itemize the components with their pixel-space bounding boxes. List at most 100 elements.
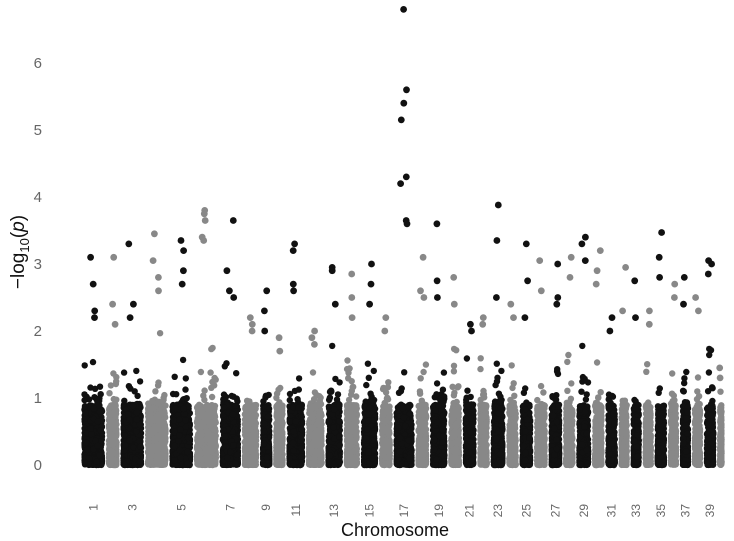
data-point — [208, 432, 216, 439]
data-point — [162, 402, 169, 409]
data-point — [200, 392, 207, 399]
data-point — [84, 446, 91, 453]
data-point — [113, 450, 120, 457]
chromosome-3-points — [120, 240, 145, 469]
peak-point — [125, 240, 133, 248]
data-point — [210, 458, 217, 465]
data-point — [203, 403, 210, 410]
data-point — [97, 427, 105, 434]
chromosome-7-points — [219, 217, 241, 469]
data-point — [147, 443, 155, 450]
data-point — [91, 385, 99, 392]
peak-point — [200, 210, 208, 218]
data-point — [171, 373, 178, 380]
data-point — [160, 426, 168, 433]
data-point — [184, 460, 191, 468]
chromosome-5-points — [169, 237, 194, 469]
data-point — [180, 405, 187, 413]
data-point — [94, 418, 101, 425]
data-point — [208, 393, 216, 401]
chromosome-6-points — [193, 207, 219, 469]
y-tick-label: 3 — [34, 256, 42, 273]
data-point — [120, 369, 128, 376]
data-point — [126, 437, 133, 444]
data-point — [194, 418, 202, 425]
data-point — [199, 461, 206, 469]
data-point — [129, 402, 137, 410]
peak-point — [155, 274, 162, 281]
data-point — [125, 411, 132, 418]
data-point — [195, 402, 203, 409]
y-tick-label: 4 — [34, 189, 42, 206]
data-point — [182, 386, 189, 393]
y-axis-label: −log10(p) — [8, 215, 32, 289]
data-point — [152, 388, 159, 395]
data-point — [156, 330, 164, 337]
peak-point — [180, 267, 187, 275]
data-point — [206, 420, 213, 427]
data-point — [202, 436, 210, 443]
y-tick-label: 6 — [34, 55, 42, 72]
data-point — [179, 356, 187, 364]
data-point — [155, 420, 163, 428]
data-point — [122, 442, 129, 449]
peak-point — [149, 257, 157, 264]
peak-point — [201, 217, 209, 224]
data-point — [154, 450, 162, 457]
data-point — [94, 442, 101, 449]
data-point — [90, 405, 98, 412]
data-point — [197, 368, 205, 376]
data-point — [107, 447, 114, 455]
chromosome-1-points — [81, 253, 106, 469]
data-point — [93, 458, 100, 465]
data-point — [81, 458, 88, 466]
peak-point — [126, 314, 134, 321]
data-point — [207, 369, 214, 376]
data-point — [108, 459, 115, 466]
peak-point — [151, 230, 158, 238]
data-point — [132, 455, 139, 463]
data-point — [212, 418, 219, 425]
data-point — [89, 358, 97, 366]
chromosome-2-points — [105, 253, 120, 469]
data-point — [196, 409, 203, 416]
data-point — [197, 430, 205, 438]
peak-point — [111, 320, 119, 328]
data-point — [131, 388, 138, 395]
data-point — [121, 461, 129, 469]
data-point — [136, 421, 143, 429]
data-point — [206, 445, 213, 452]
data-point — [81, 391, 88, 398]
data-point — [88, 430, 95, 438]
data-point — [137, 443, 144, 450]
data-point — [109, 437, 116, 444]
data-point — [148, 429, 155, 437]
y-tick-label: 2 — [34, 323, 42, 340]
data-point — [145, 435, 152, 443]
data-point — [96, 452, 103, 459]
data-point — [221, 363, 228, 370]
peak-point — [89, 280, 97, 288]
data-point — [82, 409, 90, 417]
data-point — [171, 442, 178, 450]
data-point — [161, 448, 168, 455]
data-point — [82, 439, 90, 446]
peak-point — [200, 237, 208, 244]
data-point — [171, 457, 178, 464]
data-point — [209, 344, 216, 352]
peak-point — [130, 300, 137, 308]
data-point — [110, 370, 117, 377]
y-axis-label-prefix: −log — [8, 253, 29, 289]
data-point — [106, 390, 113, 397]
peak-point — [91, 307, 99, 315]
data-point — [136, 378, 144, 385]
data-point — [220, 391, 228, 398]
data-point — [126, 416, 133, 424]
peak-point — [178, 280, 186, 288]
peak-point — [155, 287, 162, 295]
data-point — [81, 362, 88, 369]
data-point — [182, 375, 189, 382]
data-point — [133, 416, 141, 423]
